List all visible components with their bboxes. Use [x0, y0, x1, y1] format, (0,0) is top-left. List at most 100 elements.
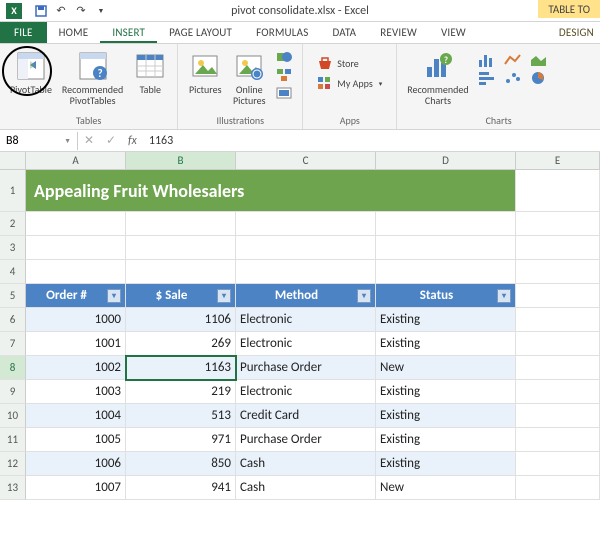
column-header-C[interactable]: C [236, 152, 376, 170]
cell-D3[interactable] [376, 236, 516, 260]
tab-review[interactable]: REVIEW [368, 22, 429, 43]
cell-status-10[interactable]: Existing [376, 404, 516, 428]
tab-view[interactable]: VIEW [429, 22, 478, 43]
cell-method-12[interactable]: Cash [236, 452, 376, 476]
table-header-order-[interactable]: Order #▾ [26, 284, 126, 308]
cell-order-6[interactable]: 1000 [26, 308, 126, 332]
cell-status-6[interactable]: Existing [376, 308, 516, 332]
cell-C3[interactable] [236, 236, 376, 260]
cell-status-9[interactable]: Existing [376, 380, 516, 404]
cell-sale-9[interactable]: 219 [126, 380, 236, 404]
row-header-1[interactable]: 1 [0, 170, 26, 212]
tab-insert[interactable]: INSERT [100, 22, 157, 43]
cell-E5[interactable] [516, 284, 600, 308]
column-header-B[interactable]: B [126, 152, 236, 170]
cell-B3[interactable] [126, 236, 236, 260]
name-box[interactable]: B8▼ [0, 132, 78, 150]
cell-order-13[interactable]: 1007 [26, 476, 126, 500]
cell-order-7[interactable]: 1001 [26, 332, 126, 356]
row-header-12[interactable]: 12 [0, 452, 26, 476]
table-header--sale[interactable]: $ Sale▾ [126, 284, 236, 308]
redo-icon[interactable]: ↷ [72, 2, 90, 20]
cell-D4[interactable] [376, 260, 516, 284]
recommended-pivottables-button[interactable]: ? Recommended PivotTables [58, 48, 127, 108]
area-chart-button[interactable] [529, 52, 553, 68]
cell-method-11[interactable]: Purchase Order [236, 428, 376, 452]
online-pictures-button[interactable]: Online Pictures [228, 48, 270, 108]
column-chart-button[interactable] [477, 52, 501, 68]
row-header-5[interactable]: 5 [0, 284, 26, 308]
cell-method-13[interactable]: Cash [236, 476, 376, 500]
cell-E6[interactable] [516, 308, 600, 332]
cell-E8[interactable] [516, 356, 600, 380]
column-header-D[interactable]: D [376, 152, 516, 170]
store-button[interactable]: Store [313, 54, 386, 72]
row-header-6[interactable]: 6 [0, 308, 26, 332]
select-all-corner[interactable] [0, 152, 26, 170]
cell-status-7[interactable]: Existing [376, 332, 516, 356]
cell-order-11[interactable]: 1005 [26, 428, 126, 452]
filter-button[interactable]: ▾ [497, 289, 511, 303]
row-header-2[interactable]: 2 [0, 212, 26, 236]
shapes-button[interactable] [276, 50, 292, 64]
qat-dropdown-icon[interactable]: ▼ [92, 2, 110, 20]
cell-E2[interactable] [516, 212, 600, 236]
cell-order-12[interactable]: 1006 [26, 452, 126, 476]
other-chart-button[interactable] [529, 70, 553, 86]
filter-button[interactable]: ▾ [357, 289, 371, 303]
cell-C2[interactable] [236, 212, 376, 236]
cell-sale-11[interactable]: 971 [126, 428, 236, 452]
cell-E7[interactable] [516, 332, 600, 356]
bar-chart-button[interactable] [477, 70, 501, 86]
tab-data[interactable]: DATA [320, 22, 368, 43]
row-header-10[interactable]: 10 [0, 404, 26, 428]
cell-A3[interactable] [26, 236, 126, 260]
cell-status-12[interactable]: Existing [376, 452, 516, 476]
cell-status-13[interactable]: New [376, 476, 516, 500]
cell-E12[interactable] [516, 452, 600, 476]
cell-E10[interactable] [516, 404, 600, 428]
cell-order-9[interactable]: 1003 [26, 380, 126, 404]
cell-method-8[interactable]: Purchase Order [236, 356, 376, 380]
tab-home[interactable]: HOME [47, 22, 101, 43]
cell-status-8[interactable]: New [376, 356, 516, 380]
undo-icon[interactable]: ↶ [52, 2, 70, 20]
cell-status-11[interactable]: Existing [376, 428, 516, 452]
cell-D2[interactable] [376, 212, 516, 236]
row-header-13[interactable]: 13 [0, 476, 26, 500]
cell-method-9[interactable]: Electronic [236, 380, 376, 404]
cell-E4[interactable] [516, 260, 600, 284]
cell-E1[interactable] [516, 170, 600, 212]
fx-icon[interactable]: fx [122, 134, 143, 148]
cell-sale-13[interactable]: 941 [126, 476, 236, 500]
recommended-charts-button[interactable]: ? Recommended Charts [403, 48, 472, 108]
cell-B2[interactable] [126, 212, 236, 236]
cell-sale-7[interactable]: 269 [126, 332, 236, 356]
tab-file[interactable]: FILE [0, 22, 47, 43]
row-header-4[interactable]: 4 [0, 260, 26, 284]
cell-E13[interactable] [516, 476, 600, 500]
cell-A2[interactable] [26, 212, 126, 236]
tab-formulas[interactable]: FORMULAS [244, 22, 320, 43]
cell-method-7[interactable]: Electronic [236, 332, 376, 356]
save-icon[interactable] [32, 2, 50, 20]
cell-sale-12[interactable]: 850 [126, 452, 236, 476]
filter-button[interactable]: ▾ [217, 289, 231, 303]
cell-order-8[interactable]: 1002 [26, 356, 126, 380]
pivottable-button[interactable]: PivotTable [6, 48, 56, 97]
smartart-button[interactable] [276, 68, 292, 82]
row-header-9[interactable]: 9 [0, 380, 26, 404]
line-chart-button[interactable] [503, 52, 527, 68]
tab-design[interactable]: DESIGN [547, 22, 600, 43]
cell-sale-8[interactable]: 1163 [126, 356, 236, 380]
cell-sale-10[interactable]: 513 [126, 404, 236, 428]
cell-method-6[interactable]: Electronic [236, 308, 376, 332]
scatter-chart-button[interactable] [503, 70, 527, 86]
cell-C4[interactable] [236, 260, 376, 284]
cell-sale-6[interactable]: 1106 [126, 308, 236, 332]
cell-E3[interactable] [516, 236, 600, 260]
my-apps-button[interactable]: My Apps▾ [313, 74, 386, 92]
formula-value[interactable]: 1163 [143, 134, 173, 148]
enter-formula-icon[interactable]: ✓ [100, 133, 122, 148]
row-header-11[interactable]: 11 [0, 428, 26, 452]
